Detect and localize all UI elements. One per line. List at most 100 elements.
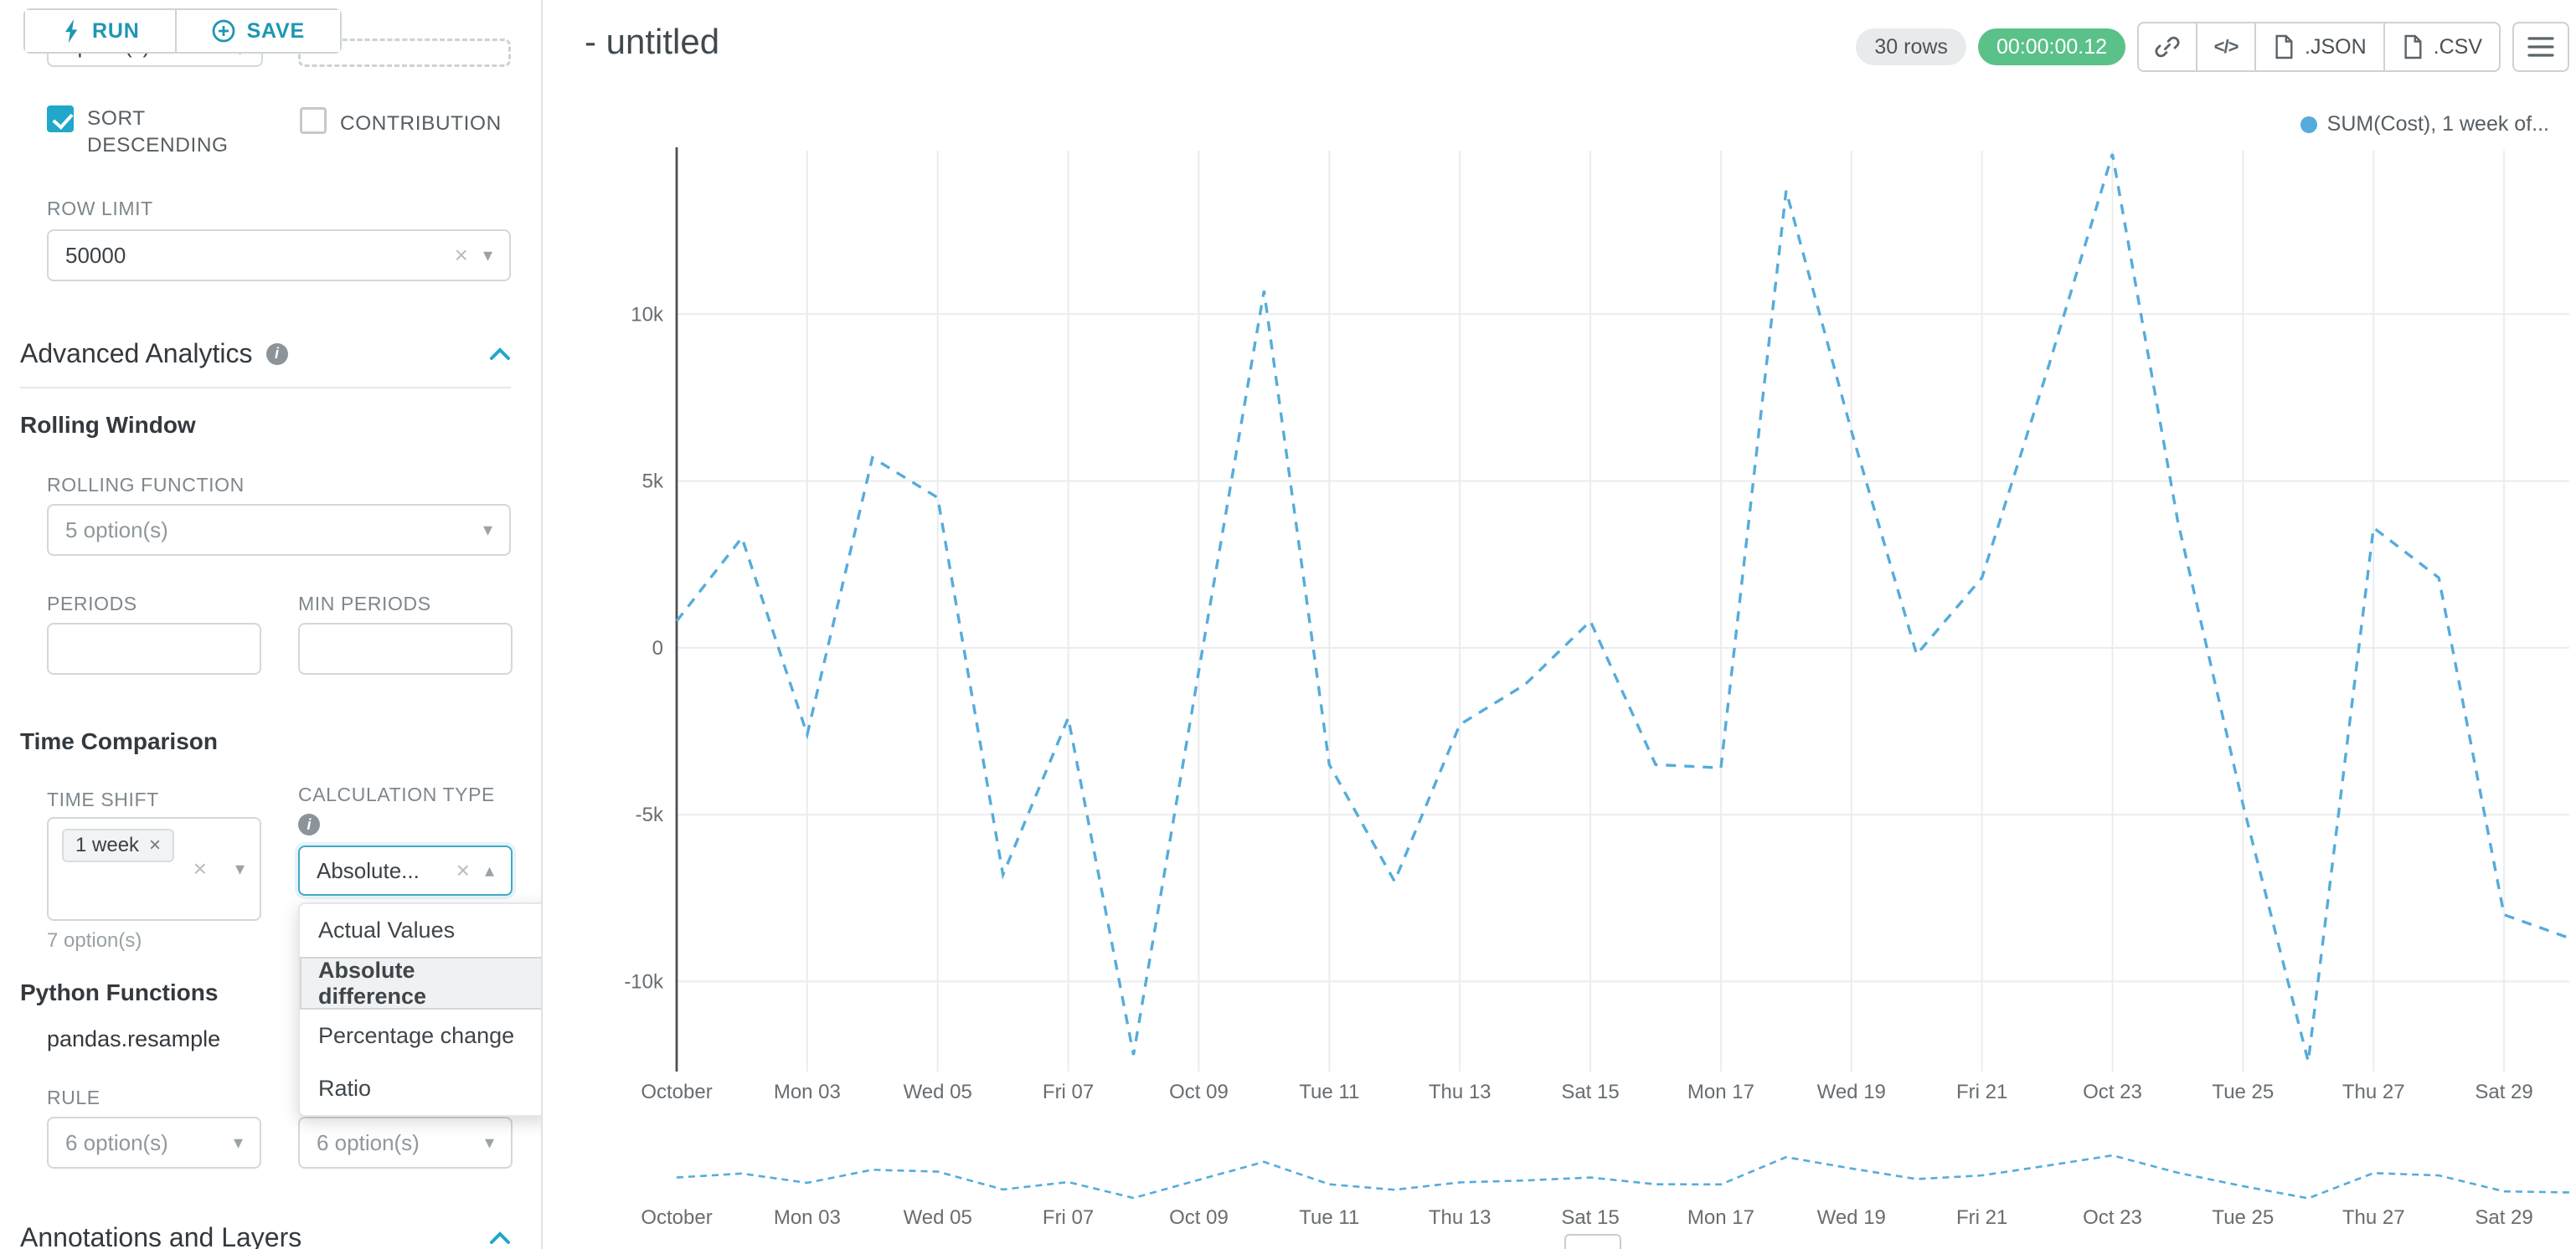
chevron-down-icon: ▾	[482, 244, 492, 265]
rule-label: RULE	[47, 1087, 100, 1108]
time-comparison-title: Time Comparison	[20, 728, 218, 754]
export-csv-button[interactable]: .CSV	[2383, 22, 2501, 72]
chart-options-button[interactable]	[2512, 22, 2569, 72]
svg-text:Fri 21: Fri 21	[1956, 1081, 2007, 1103]
svg-text:Thu 27: Thu 27	[2342, 1081, 2405, 1103]
clear-icon[interactable]: ×	[456, 857, 470, 883]
chevron-down-icon: ▾	[233, 1132, 243, 1153]
timer-badge: 00:00:00.12	[1977, 28, 2126, 65]
info-icon[interactable]: i	[265, 342, 288, 365]
chevron-up-icon: ▴	[484, 860, 494, 881]
svg-text:Oct 23: Oct 23	[2083, 1206, 2142, 1229]
calculation-type-menu: Actual Values Absolute difference Percenta…	[298, 902, 541, 1117]
chevron-down-icon: ▾	[234, 858, 245, 879]
clear-icon[interactable]: ×	[193, 856, 207, 881]
svg-text:Oct 09: Oct 09	[1169, 1081, 1229, 1103]
svg-text:October: October	[641, 1206, 712, 1229]
row-limit-label: ROW LIMIT	[47, 198, 153, 219]
rolling-function-value: 5 option(s)	[65, 517, 168, 542]
remove-tag-icon[interactable]: ×	[149, 834, 162, 856]
run-button-label: RUN	[92, 18, 140, 43]
time-shift-tag: 1 week ×	[62, 829, 175, 862]
calculation-option[interactable]: Percentage change	[300, 1010, 541, 1062]
svg-text:Fri 21: Fri 21	[1956, 1206, 2007, 1229]
legend-label: SUM(Cost), 1 week of...	[2326, 112, 2549, 136]
hamburger-icon	[2527, 37, 2554, 57]
clear-icon[interactable]: ×	[454, 242, 468, 268]
divider	[20, 387, 511, 388]
line-chart[interactable]: 10k 5k 0 -5k -10k October October Mon 03 Mon 03 W…	[543, 0, 2576, 1249]
time-shift-label: TIME SHIFT	[47, 789, 159, 810]
rule-select[interactable]: 6 option(s) ▾	[47, 1117, 261, 1169]
calculation-type-label: CALCULATION TYPE	[298, 784, 495, 805]
svg-text:Thu 13: Thu 13	[1429, 1081, 1492, 1103]
bolt-icon	[65, 18, 78, 44]
sort-descending-label: SORT DESCENDING	[87, 107, 229, 157]
rolling-function-label: ROLLING FUNCTION	[47, 474, 245, 496]
chart-title[interactable]: - untitled	[585, 22, 720, 61]
info-icon[interactable]: i	[298, 814, 320, 835]
calculation-option[interactable]: Actual Values	[300, 904, 541, 957]
svg-text:Sat 29: Sat 29	[2475, 1206, 2532, 1229]
chart-toolbar: 30 rows 00:00:00.12 </> .JSON .CSV	[1856, 22, 2569, 72]
svg-text:Sat 15: Sat 15	[1561, 1206, 1619, 1229]
min-periods-input[interactable]	[298, 623, 513, 675]
rolling-function-select[interactable]: 5 option(s) ▾	[47, 504, 511, 556]
sort-descending-checkbox[interactable]	[47, 105, 74, 132]
svg-text:10k: 10k	[631, 303, 664, 326]
svg-text:Fri 07: Fri 07	[1043, 1206, 1094, 1229]
svg-text:Sat 15: Sat 15	[1561, 1081, 1619, 1103]
legend-item[interactable]: SUM(Cost), 1 week of...	[2300, 112, 2549, 136]
advanced-analytics-title: Advanced Analytics	[20, 338, 253, 368]
row-count-badge: 30 rows	[1856, 28, 1966, 65]
save-button-label: SAVE	[246, 18, 306, 43]
copy-link-button[interactable]	[2137, 22, 2198, 72]
time-shift-helper: 7 option(s)	[47, 929, 142, 952]
svg-text:Fri 07: Fri 07	[1043, 1081, 1094, 1103]
calculation-type-value: Absolute...	[317, 857, 420, 883]
export-json-button[interactable]: .JSON	[2254, 22, 2385, 72]
select-icons: × ▾	[193, 857, 245, 881]
annotations-header: Annotations and Layers	[20, 1222, 511, 1249]
contribution-checkbox[interactable]	[300, 107, 327, 134]
svg-text:Wed 05: Wed 05	[904, 1206, 972, 1229]
svg-text:October: October	[641, 1081, 712, 1103]
rule-method-select[interactable]: 6 option(s) ▾	[298, 1117, 513, 1169]
time-shift-tag-label: 1 week	[75, 834, 140, 856]
export-button-group: </> .JSON .CSV	[2137, 22, 2501, 72]
svg-text:Oct 23: Oct 23	[2083, 1081, 2142, 1103]
save-button[interactable]: SAVE	[174, 10, 341, 52]
row-limit-value: 50000	[65, 242, 126, 268]
datazoom-handle[interactable]	[1564, 1234, 1621, 1249]
legend-swatch	[2300, 116, 2317, 133]
control-panel: option(s) ▾ RUN SAVE SORT DESCENDING CON…	[0, 0, 543, 1249]
row-limit-select[interactable]: 50000 × ▾	[47, 229, 511, 281]
calculation-type-select[interactable]: Absolute... × ▴	[298, 846, 513, 896]
rule-value: 6 option(s)	[65, 1129, 168, 1155]
pandas-resample-tab[interactable]: pandas.resample	[47, 1026, 221, 1051]
svg-text:Tue 11: Tue 11	[1299, 1081, 1359, 1103]
svg-text:Wed 19: Wed 19	[1817, 1206, 1886, 1229]
time-shift-select[interactable]: 1 week × × ▾	[47, 817, 261, 921]
svg-text:5k: 5k	[642, 470, 664, 493]
calculation-option[interactable]: Ratio	[300, 1062, 541, 1115]
collapse-chevron-icon[interactable]	[489, 1231, 511, 1245]
periods-input[interactable]	[47, 623, 261, 675]
rolling-window-title: Rolling Window	[20, 412, 196, 438]
annotations-title: Annotations and Layers	[20, 1222, 302, 1249]
chart-panel: - untitled 30 rows 00:00:00.12 </> .JSON…	[543, 0, 2576, 1249]
file-icon	[2404, 34, 2422, 59]
svg-text:Wed 19: Wed 19	[1817, 1081, 1886, 1103]
embed-code-button[interactable]: </>	[2196, 22, 2257, 72]
calculation-option[interactable]: Absolute difference	[300, 957, 541, 1010]
periods-label: PERIODS	[47, 593, 137, 614]
link-icon	[2155, 36, 2180, 58]
svg-text:0: 0	[652, 637, 663, 660]
svg-text:Thu 27: Thu 27	[2342, 1206, 2405, 1229]
svg-text:Mon 03: Mon 03	[774, 1206, 841, 1229]
svg-text:Tue 25: Tue 25	[2212, 1081, 2274, 1103]
collapse-chevron-icon[interactable]	[489, 347, 511, 361]
run-button[interactable]: RUN	[25, 10, 175, 52]
export-csv-label: .CSV	[2433, 34, 2482, 59]
svg-text:Oct 09: Oct 09	[1169, 1206, 1229, 1229]
